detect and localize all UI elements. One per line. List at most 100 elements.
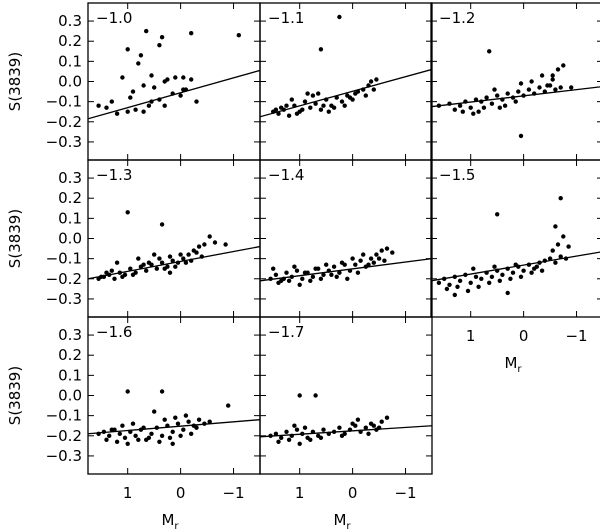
data-point — [318, 276, 324, 281]
data-point — [183, 260, 189, 265]
panel-5: −1.4 — [259, 159, 433, 318]
data-point — [300, 107, 305, 112]
y-axis-label: S(3839) — [6, 209, 24, 268]
data-point — [376, 256, 382, 261]
data-point — [460, 109, 465, 114]
data-point — [510, 95, 516, 100]
fit-line — [260, 425, 432, 438]
data-point — [521, 268, 526, 273]
data-point — [547, 256, 553, 261]
data-point — [363, 425, 368, 430]
data-point — [473, 274, 479, 279]
data-point — [286, 113, 292, 118]
data-point — [500, 272, 505, 277]
data-point — [379, 248, 384, 253]
data-point — [553, 224, 558, 229]
data-point — [194, 425, 199, 430]
data-point — [104, 270, 109, 275]
y-tick-label: −0.2 — [46, 270, 82, 288]
data-point — [569, 85, 574, 90]
data-point — [516, 89, 521, 94]
data-point — [144, 28, 149, 34]
data-point — [273, 431, 279, 436]
data-point — [99, 274, 104, 279]
data-point — [339, 433, 345, 438]
data-point — [366, 262, 371, 267]
data-point — [178, 433, 183, 438]
data-point — [170, 441, 175, 446]
data-point — [526, 87, 532, 92]
data-point — [159, 222, 165, 227]
x-tick-label: −1 — [394, 484, 416, 502]
data-point — [202, 421, 207, 426]
data-point — [120, 423, 125, 428]
data-point — [331, 105, 337, 110]
data-point — [500, 97, 505, 102]
data-point — [371, 260, 376, 265]
data-point — [489, 274, 495, 279]
data-point — [109, 99, 115, 104]
y-axis-label: S(3839) — [6, 366, 24, 425]
data-point — [223, 242, 228, 247]
data-point — [162, 79, 167, 84]
data-point — [384, 415, 390, 420]
y-tick-label: 0.1 — [58, 209, 82, 227]
data-point — [289, 433, 294, 438]
data-point — [347, 427, 353, 432]
data-point — [337, 270, 342, 275]
data-point — [286, 437, 292, 442]
x-axis-label-main: M — [161, 511, 174, 529]
data-point — [463, 99, 468, 104]
data-point — [138, 53, 144, 58]
x-tick-label: 0 — [348, 484, 358, 502]
y-tick-label: −0.1 — [46, 407, 82, 425]
data-point — [302, 270, 308, 275]
data-point — [157, 97, 162, 102]
data-point — [353, 91, 358, 96]
data-point — [157, 256, 162, 261]
panel-label: −1.4 — [268, 166, 304, 184]
data-point — [226, 403, 231, 408]
data-point — [173, 75, 178, 80]
data-point — [324, 97, 329, 102]
data-point — [513, 99, 518, 104]
data-point — [318, 435, 324, 440]
data-point — [297, 393, 302, 398]
data-point — [149, 73, 154, 78]
x-tick-label: 1 — [123, 484, 133, 502]
data-point — [502, 103, 508, 108]
panel-label: −1.3 — [96, 166, 132, 184]
panel-label: −1.5 — [439, 166, 475, 184]
data-point — [141, 83, 146, 88]
data-point — [558, 85, 563, 90]
data-point — [159, 389, 165, 394]
data-point — [128, 95, 133, 100]
data-point — [170, 258, 175, 263]
data-point — [154, 425, 159, 430]
data-point — [353, 262, 358, 267]
data-point — [452, 274, 457, 279]
data-point — [286, 278, 292, 283]
panel-6: −1.5 — [430, 159, 600, 318]
data-point — [553, 260, 558, 265]
data-point — [305, 91, 310, 96]
data-point — [289, 274, 294, 279]
data-point — [550, 248, 555, 253]
x-tick-label: −1 — [565, 327, 587, 345]
data-point — [545, 83, 550, 88]
data-point — [181, 427, 186, 432]
data-point — [136, 256, 141, 261]
data-point — [149, 431, 154, 436]
x-axis-label-main: M — [333, 511, 346, 529]
data-point — [284, 270, 289, 275]
data-point — [442, 276, 447, 281]
data-point — [152, 85, 157, 90]
data-point — [133, 107, 138, 112]
y-tick-label: −0.2 — [46, 427, 82, 445]
data-point — [294, 427, 300, 432]
data-point — [487, 49, 492, 54]
data-point — [313, 266, 318, 271]
data-point — [561, 63, 566, 68]
data-point — [308, 278, 313, 283]
data-point — [284, 103, 289, 108]
